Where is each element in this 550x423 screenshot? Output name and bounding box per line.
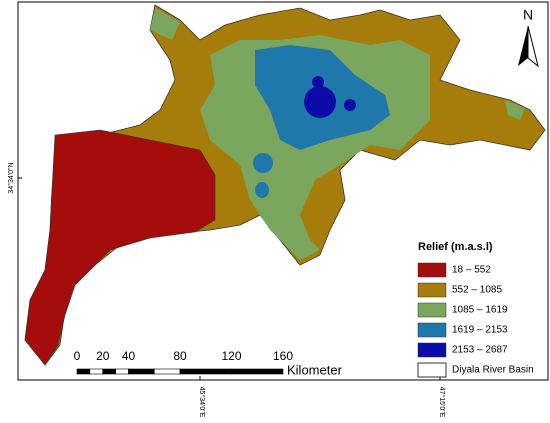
legend-label: 1619 – 2153 [452,325,508,336]
relief-zone [255,182,269,198]
scale-segment [128,368,155,375]
relief-zone [253,153,273,173]
lat-label: 34°34'0"N [7,162,15,193]
legend-swatch [417,262,447,278]
scale-label: 160 [273,349,293,363]
basin [24,4,546,366]
north-label: N [523,7,533,23]
relief-zone [312,76,324,88]
legend: Relief (m.a.s.l) 18 – 552 552 – 1085 1085 … [417,241,534,378]
scale-label: 120 [221,349,241,363]
scale-label: 40 [122,349,136,363]
relief-zone [505,100,525,120]
legend-label: 1085 – 1619 [452,305,508,316]
legend-label: 552 – 1085 [452,285,502,296]
legend-swatch [417,282,447,298]
scale-label: 20 [96,349,110,363]
scale-segment [102,368,116,375]
legend-swatch [417,342,447,358]
legend-label: 18 – 552 [452,265,491,276]
relief-zone [344,99,356,111]
legend-swatch [417,362,447,378]
legend-swatch [417,302,447,318]
scale-unit: Kilometer [287,362,343,377]
relief-zone [24,129,216,366]
scale-segment [115,368,129,375]
scale-segment [89,368,104,375]
legend-label: 2153 – 2687 [452,345,508,356]
relief-zone [304,86,336,118]
scale-segment [153,368,181,375]
arrow-half [527,25,539,68]
lon-label: 47°15'0"E [438,387,446,418]
scale-segment [76,368,91,375]
lon-label: 45°34'0"E [198,387,206,418]
legend-swatch [417,322,447,338]
scale-label: 80 [173,349,187,363]
scale-label: 0 [74,349,81,363]
legend-title: Relief (m.a.s.l) [418,241,493,253]
relief-zone [150,8,180,40]
scale-segment [231,368,284,375]
legend-label: Diyala River Basin [452,365,534,376]
arrow-half [518,26,528,66]
north-arrow: N [518,7,539,68]
scale-segment [179,368,232,375]
